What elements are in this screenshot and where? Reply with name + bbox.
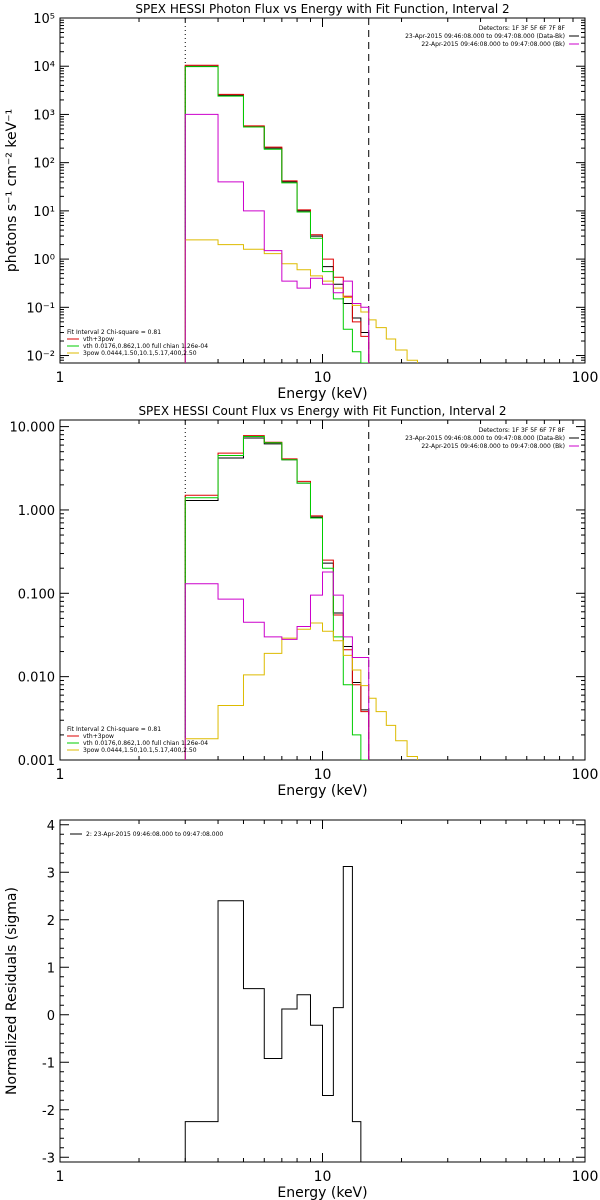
y-tick-label: 1.000	[18, 504, 55, 519]
y-tick-label: 10⁵	[33, 12, 55, 27]
detector-info-line: 22-Apr-2015 09:46:08.000 to 09:47:08.000…	[421, 443, 565, 450]
fit-legend-label: vth+3pow	[83, 336, 114, 343]
y-tick-label: 10¹	[33, 205, 55, 220]
series-vth	[184, 66, 369, 363]
series-group	[184, 64, 418, 363]
fit-legend-header: Fit Interval 2 Chi-square = 0.81	[67, 329, 161, 336]
y-tick-label: 10⁴	[33, 60, 55, 75]
y-tick-label: 0.010	[18, 671, 55, 686]
x-tick-label: 1	[56, 1169, 65, 1185]
y-tick-label: 0	[47, 1009, 55, 1024]
y-tick-label: 3	[47, 866, 55, 881]
photon-flux-panel: SPEX HESSI Photon Flux vs Energy with Fi…	[4, 2, 598, 402]
fit-legend-label: 3pow 0.0444,1.50,10.1,5.17,400,2.50	[83, 747, 197, 754]
fit-legend-label: vth 0.0176,0.862,1.00 full chian 1.26e-0…	[83, 343, 208, 350]
fit-legend-label: vth 0.0176,0.862,1.00 full chian 1.26e-0…	[83, 740, 208, 747]
x-tick-label: 1	[56, 370, 65, 386]
fit-legend-label: 3pow 0.0444,1.50,10.1,5.17,400,2.50	[83, 350, 197, 357]
x-axis-label: Energy (keV)	[277, 386, 367, 402]
y-tick-label: 0.100	[18, 587, 55, 602]
legend-label: 2: 23-Apr-2015 09:46:08.000 to 09:47:08.…	[86, 831, 223, 838]
series-group	[184, 435, 418, 760]
y-tick-label: 10⁻¹	[26, 301, 55, 316]
series-3pow	[184, 622, 418, 760]
plot-frame	[59, 819, 586, 1163]
series-vth	[184, 436, 369, 760]
y-axis-label: photons s⁻¹ cm⁻² keV⁻¹	[4, 109, 20, 272]
detector-info-line: 23-Apr-2015 09:46:08.000 to 09:47:08.000…	[405, 33, 565, 40]
chart-title: SPEX HESSI Count Flux vs Energy with Fit…	[138, 404, 506, 418]
series-3pow	[184, 239, 418, 363]
series-data-bk	[184, 65, 370, 363]
x-tick-label: 10	[314, 370, 332, 386]
y-tick-label: 10³	[33, 108, 55, 123]
y-tick-label: 0.001	[18, 754, 55, 769]
x-tick-label: 100	[572, 1169, 599, 1185]
fit-legend-label: vth+3pow	[83, 733, 114, 740]
x-axis-label: Energy (keV)	[277, 1185, 367, 1200]
x-tick-label: 1	[56, 767, 65, 783]
y-tick-label: -2	[42, 1104, 55, 1119]
y-tick-label: -3	[42, 1151, 55, 1166]
series-bk	[184, 113, 370, 363]
y-tick-label: 1	[47, 961, 55, 976]
series-data-bk	[184, 437, 370, 760]
y-axis-label: Normalized Residuals (sigma)	[4, 887, 20, 1095]
series-vth-3pow	[184, 64, 370, 363]
x-tick-label: 100	[572, 767, 599, 783]
y-tick-label: 10²	[33, 157, 55, 172]
series-group	[184, 866, 362, 1162]
y-tick-label: 10⁰	[33, 253, 55, 268]
series-vth-3pow	[184, 435, 370, 760]
detector-info-line: 22-Apr-2015 09:46:08.000 to 09:47:08.000…	[421, 41, 565, 48]
series-bk	[184, 571, 370, 760]
fit-legend-header: Fit Interval 2 Chi-square = 0.81	[67, 726, 161, 733]
y-tick-label: 4	[47, 819, 55, 834]
x-axis-label: Energy (keV)	[277, 783, 367, 799]
plot-frame	[59, 17, 586, 364]
y-tick-label: 10⁻²	[26, 350, 55, 365]
series-residuals	[184, 866, 362, 1162]
detector-info-line: Detectors: 1F 3F 5F 6F 7F 8F	[479, 427, 566, 434]
count-flux-panel: SPEX HESSI Count Flux vs Energy with Fit…	[10, 404, 599, 799]
y-tick-label: -1	[42, 1056, 55, 1071]
detector-info-line: 23-Apr-2015 09:46:08.000 to 09:47:08.000…	[405, 435, 565, 442]
x-tick-label: 10	[314, 767, 332, 783]
chart-title: SPEX HESSI Photon Flux vs Energy with Fi…	[135, 2, 509, 16]
y-tick-label: 2	[47, 914, 55, 929]
residuals-panel: 1 10 100 -3 -2 -1 0 1 2 3 4 Energy (keV) Normalized …	[4, 819, 598, 1200]
y-tick-label: 10.000	[10, 421, 56, 436]
x-tick-label: 100	[572, 370, 599, 386]
x-tick-label: 10	[314, 1169, 332, 1185]
detector-info-line: Detectors: 1F 3F 5F 6F 7F 8F	[479, 25, 566, 32]
